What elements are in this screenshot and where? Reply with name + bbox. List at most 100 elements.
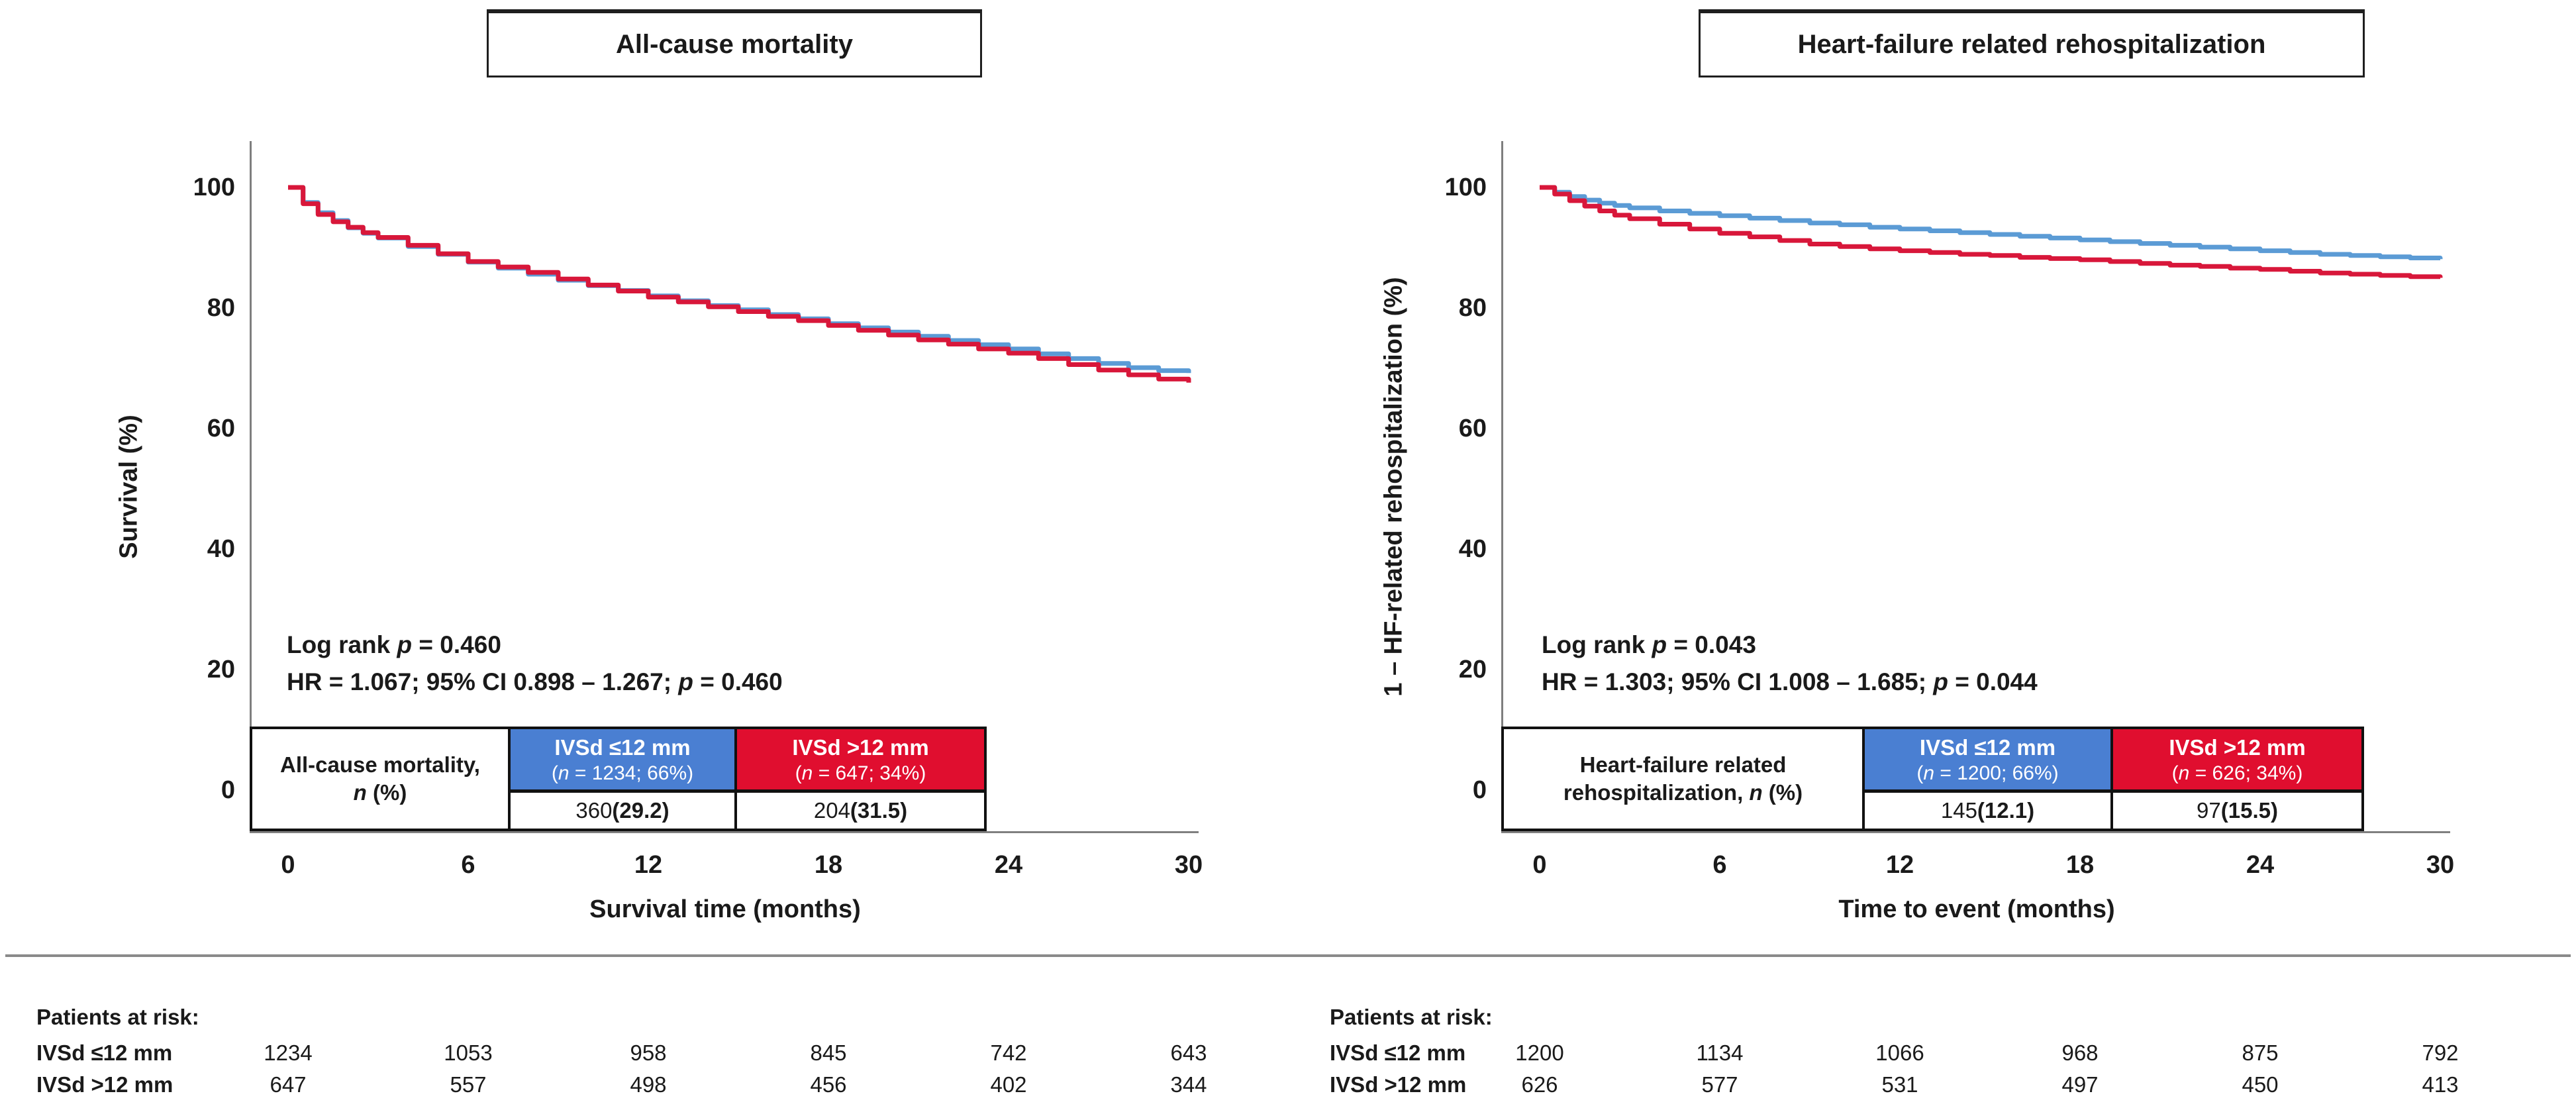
event-table-label: Heart-failure related rehospitalization,… [1524,751,1842,807]
label-text: All-cause mortality, [280,752,480,777]
hr-value: = 0.460 [693,668,783,695]
x-tick-label: 0 [281,851,295,879]
event-table: All-cause mortality, n (%) IVSd ≤12 mm (… [250,727,987,831]
risk-count: 577 [1701,1072,1738,1097]
hr-line: HR = 1.303; 95% CI 1.008 – 1.685; p = 0.… [1542,664,2038,701]
hr-text: HR = 1.067; 95% CI 0.898 – 1.267; [287,668,679,695]
stats-block: Log rank p = 0.043 HR = 1.303; 95% CI 1.… [1542,627,2038,701]
p-symbol: p [1933,668,1948,695]
logrank-line: Log rank p = 0.043 [1542,627,2038,664]
x-tick-label: 30 [1174,851,1203,879]
divider-line [5,954,2571,957]
panel-title: Heart-failure related rehospitalization [1699,9,2365,77]
y-tick-label: 0 [221,776,235,804]
n-symbol: n [558,762,570,784]
event-table: Heart-failure related rehospitalization,… [1501,727,2364,831]
group-value-red: 204 (31.5) [737,793,984,829]
y-tick-label: 80 [1458,294,1487,322]
km-curve-ivsd-le12 [1540,185,2443,260]
x-tick-label: 6 [461,851,475,879]
risk-count: 742 [990,1040,1027,1065]
risk-count: 1134 [1696,1040,1744,1065]
group-value-blue: 360 (29.2) [511,793,737,829]
hr-value: = 0.044 [1948,668,2038,695]
risk-count: 344 [1170,1072,1207,1097]
group-n-detail: = 647; 34%) [813,762,926,784]
risk-row-label: IVSd ≤12 mm [36,1040,173,1065]
logrank-text: Log rank [1542,631,1652,658]
group-name: IVSd >12 mm [792,734,929,760]
event-table-label-cell: Heart-failure related rehospitalization,… [1504,729,1865,829]
stats-block: Log rank p = 0.460 HR = 1.067; 95% CI 0.… [287,627,783,701]
group-value-red: 97 (15.5) [2113,793,2361,829]
paren: ( [2171,762,2179,784]
risk-count: 1066 [1875,1040,1924,1065]
paren: ( [1916,762,1924,784]
risk-count: 498 [630,1072,667,1097]
y-tick-label: 20 [207,656,235,683]
hr-line: HR = 1.067; 95% CI 0.898 – 1.267; p = 0.… [287,664,783,701]
y-axis-line [250,141,252,833]
event-count: 360 [575,798,613,823]
risk-count: 845 [810,1040,847,1065]
risk-count: 497 [2061,1072,2099,1097]
risk-count: 1234 [264,1040,313,1065]
y-axis-label: 1 – HF-related rehospitalization (%) [1379,277,1408,697]
n-symbol: n [801,762,813,784]
label-text: Heart-failure related rehospitalization, [1563,752,1787,805]
km-chart-all-cause [288,185,1191,383]
p-symbol: p [397,631,413,658]
panel-title: All-cause mortality [487,9,982,77]
risk-count: 413 [2422,1072,2459,1097]
risk-count: 643 [1170,1040,1207,1065]
risk-count: 875 [2242,1040,2279,1065]
logrank-value: = 0.043 [1667,631,1756,658]
risk-count: 1200 [1515,1040,1564,1065]
y-tick-label: 100 [193,174,235,201]
group-n-detail: = 1200; 66%) [1934,762,2059,784]
event-percent: (12.1) [1977,798,2035,823]
event-count: 97 [2197,798,2221,823]
risk-heading: Patients at risk: [1330,1005,1493,1029]
x-axis-line [250,831,1199,833]
km-curve-ivsd-gt12 [288,185,1191,383]
x-tick-label: 24 [2246,851,2275,879]
hr-text: HR = 1.303; 95% CI 1.008 – 1.685; [1542,668,1934,695]
risk-heading: Patients at risk: [36,1005,199,1029]
n-symbol: n [1749,780,1763,805]
n-symbol: n [2178,762,2190,784]
group-n: (n = 647; 34%) [795,762,926,785]
group-header-blue: IVSd ≤12 mm (n = 1200; 66%) [1865,729,2113,793]
event-table-label: All-cause mortality, n (%) [279,751,481,807]
risk-row-label: IVSd ≤12 mm [1330,1040,1466,1065]
event-count: 145 [1940,798,1977,823]
risk-count: 557 [450,1072,487,1097]
panel-title-text: Heart-failure related rehospitalization [1797,29,2266,59]
group-header-red: IVSd >12 mm (n = 626; 34%) [2113,729,2361,793]
group-n: (n = 626; 34%) [2172,762,2303,785]
risk-count: 450 [2242,1072,2279,1097]
group-name: IVSd >12 mm [2169,734,2306,760]
group-n: (n = 1234; 66%) [552,762,693,785]
p-symbol: p [678,668,693,695]
y-tick-label: 20 [1458,656,1487,683]
x-tick-label: 24 [994,851,1023,879]
paren: ( [551,762,558,784]
group-header-blue: IVSd ≤12 mm (n = 1234; 66%) [511,729,737,793]
group-n-detail: = 1234; 66%) [569,762,694,784]
x-axis-label: Time to event (months) [1838,895,2115,923]
km-chart-rehospitalization [1540,185,2443,279]
group-value-blue: 145 (12.1) [1865,793,2113,829]
y-tick-label: 40 [207,535,235,563]
risk-count: 626 [1521,1072,1558,1097]
group-n: (n = 1200; 66%) [1916,762,2058,785]
p-symbol: p [1652,631,1667,658]
event-percent: (31.5) [850,798,908,823]
event-table-label-cell: All-cause mortality, n (%) [252,729,511,829]
x-tick-label: 0 [1532,851,1547,879]
y-tick-label: 80 [207,294,235,322]
group-n-detail: = 626; 34%) [2189,762,2303,784]
risk-count: 402 [990,1072,1027,1097]
risk-count: 647 [270,1072,307,1097]
